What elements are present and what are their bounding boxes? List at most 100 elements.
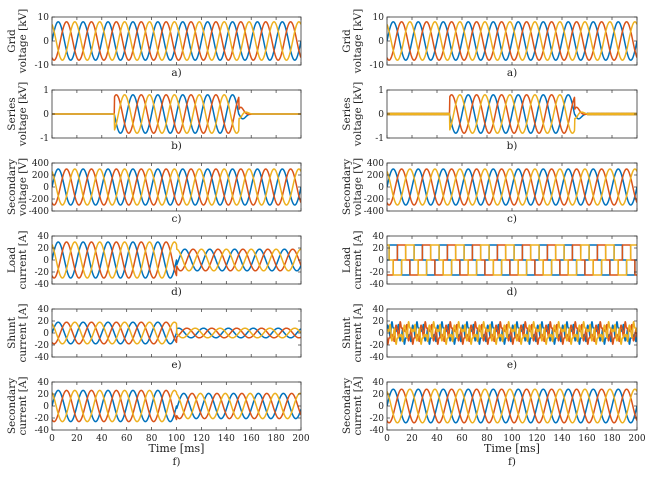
y-tick-label: 20 (373, 244, 385, 254)
x-tick-label: 40 (96, 434, 108, 444)
subplot-right-e: 40 20 0 -20 -40 Shuntcurrent [A] e) (341, 304, 638, 371)
plot-area (387, 168, 637, 206)
y-axis-label: Secondaryvoltage [V] (341, 158, 364, 217)
y-tick-label: -40 (370, 353, 385, 363)
x-tick-label: 160 (578, 434, 595, 444)
x-tick-label: 60 (456, 434, 468, 444)
series-line-phase-2 (387, 168, 637, 206)
plot-area (52, 389, 301, 423)
x-axis-title: Time [ms] (149, 442, 205, 455)
series-line-phase-2 (387, 21, 637, 61)
y-tick-label: 200 (367, 171, 384, 181)
y-tick-label: 20 (38, 317, 50, 327)
y-tick-label: 40 (373, 378, 385, 388)
series-line-phase-1 (52, 389, 301, 423)
series-line-phase-3 (387, 388, 637, 424)
series-line-phase-2 (52, 389, 301, 423)
y-tick-label: -10 (35, 61, 50, 71)
x-tick-label: 20 (71, 434, 83, 444)
y-tick-label: 0 (43, 329, 49, 339)
x-tick-label: 0 (384, 434, 390, 444)
series-line-phase-2 (52, 21, 301, 61)
subplot-left-e: 40 20 0 -20 -40 Shuntcurrent [A] e) (6, 304, 302, 371)
y-axis-label: Shuntcurrent [A] (6, 304, 29, 363)
subplot-caption: a) (507, 67, 517, 79)
series-line-phase-3 (387, 21, 637, 61)
plot-area (387, 21, 637, 61)
plot-area (387, 388, 637, 424)
y-axis-label: Secondarycurrent [A] (341, 377, 364, 436)
series-line-phase-1 (52, 21, 301, 61)
subplot-left-a: 10 0 -10 Gridvoltage [kV] a) (6, 9, 302, 79)
x-tick-label: 120 (528, 434, 545, 444)
x-tick-label: 40 (431, 434, 443, 444)
series-line-phase-3 (52, 21, 301, 61)
y-tick-label: 20 (373, 317, 385, 327)
series-line-phase-2 (52, 168, 301, 206)
y-tick-label: 0 (378, 183, 384, 193)
x-tick-label: 120 (193, 434, 210, 444)
y-axis-label: Gridvoltage [kV] (341, 9, 364, 75)
plot-area (52, 21, 301, 61)
y-tick-label: -1 (375, 134, 384, 144)
y-tick-label: 0 (43, 256, 49, 266)
y-tick-label: 1 (378, 86, 384, 96)
y-tick-label: 20 (373, 390, 385, 400)
y-tick-label: -1 (40, 134, 49, 144)
subplot-caption: f) (173, 456, 181, 468)
series-line-phase-3 (387, 244, 637, 276)
plot-area (52, 241, 301, 279)
series-line-phase-1 (387, 21, 637, 61)
x-tick-label: 180 (268, 434, 285, 444)
y-tick-label: 400 (32, 159, 49, 169)
x-tick-label: 80 (481, 434, 493, 444)
x-tick-label: 80 (146, 434, 158, 444)
plot-area (52, 321, 301, 345)
series-line-phase-3 (387, 94, 637, 134)
y-tick-label: 1 (43, 86, 49, 96)
series-line-phase-3 (387, 320, 637, 346)
y-tick-label: -200 (364, 195, 384, 205)
x-tick-label: 180 (603, 434, 620, 444)
y-tick-label: -40 (35, 353, 50, 363)
y-tick-label: -20 (35, 341, 50, 351)
y-tick-label: 0 (378, 329, 384, 339)
y-tick-label: -20 (370, 341, 385, 351)
y-axis-label: Loadcurrent [A] (341, 231, 364, 290)
subplot-caption: c) (172, 213, 182, 225)
x-tick-label: 100 (168, 434, 185, 444)
y-tick-label: 0 (43, 110, 49, 120)
y-tick-label: -40 (370, 426, 385, 436)
y-tick-label: -40 (370, 280, 385, 290)
x-tick-label: 160 (243, 434, 260, 444)
y-tick-label: 20 (38, 390, 50, 400)
y-tick-label: -20 (35, 268, 50, 278)
plot-area (387, 94, 637, 134)
series-line-phase-2 (387, 388, 637, 424)
x-tick-label: 100 (503, 434, 520, 444)
series-line-phase-3 (52, 389, 301, 423)
x-tick-label: 200 (628, 434, 645, 444)
y-tick-label: 0 (378, 37, 384, 47)
y-tick-label: 0 (43, 37, 49, 47)
x-tick-label: 140 (218, 434, 235, 444)
y-tick-label: 40 (373, 305, 385, 315)
x-tick-label: 20 (406, 434, 418, 444)
y-tick-label: 40 (38, 305, 50, 315)
y-tick-label: 200 (32, 171, 49, 181)
subplot-left-d: 40 20 0 -20 -40 Loadcurrent [A] d) (6, 231, 302, 298)
y-tick-label: 20 (38, 244, 50, 254)
y-tick-label: 10 (38, 13, 50, 23)
x-tick-label: 0 (49, 434, 55, 444)
y-tick-label: -200 (29, 195, 49, 205)
y-tick-label: 0 (378, 402, 384, 412)
subplot-caption: c) (507, 213, 517, 225)
subplot-right-b: 1 0 -1 Seriesvoltage [kV] b) (341, 82, 638, 152)
y-tick-label: 10 (373, 13, 385, 23)
subplot-right-d: 40 20 0 -20 -40 Loadcurrent [A] d) (341, 231, 638, 298)
subplot-left-b: 1 0 -1 Seriesvoltage [kV] b) (6, 82, 302, 152)
